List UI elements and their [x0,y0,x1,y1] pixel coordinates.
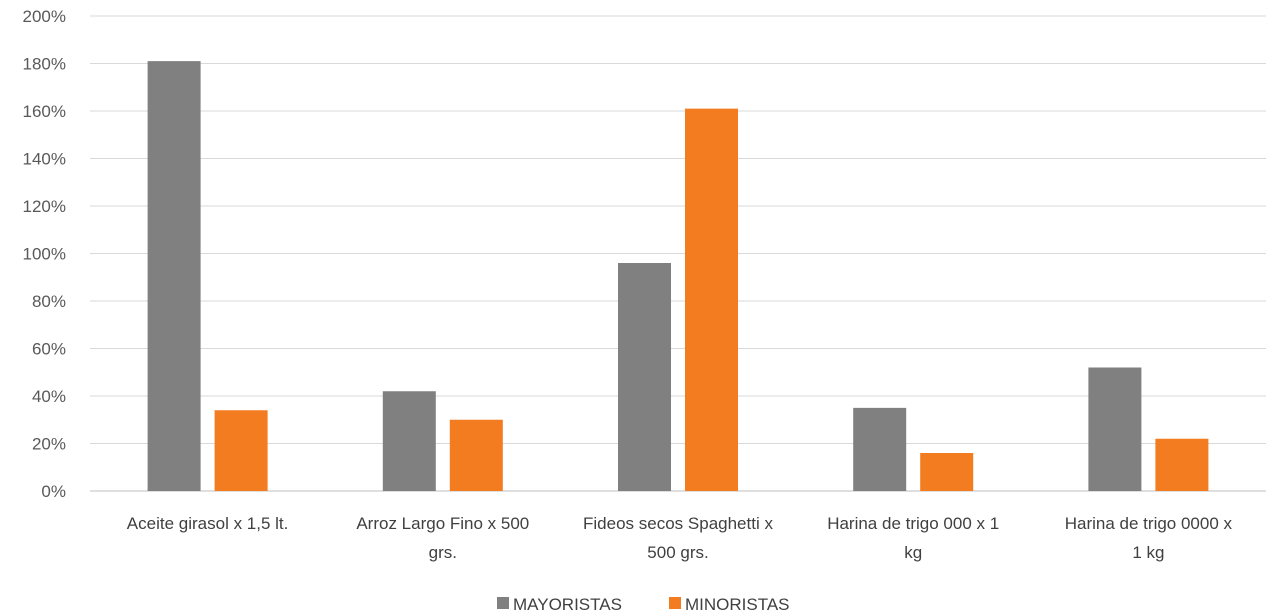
bar-minoristas [214,410,268,491]
bar-mayoristas [853,407,907,491]
bar-minoristas [1155,438,1209,491]
x-axis-labels: Aceite girasol x 1,5 lt. Arroz Largo Fino… [127,514,1233,562]
x-category-label: Aceite girasol x 1,5 lt. [127,514,289,533]
y-tick-label: 100% [23,245,66,264]
legend-label: MAYORISTAS [513,595,622,614]
y-tick-label: 60% [32,340,66,359]
y-tick-label: 120% [23,197,66,216]
x-category-label: 500 grs. [647,543,708,562]
legend: MAYORISTAS MINORISTAS [497,595,790,614]
y-tick-label: 180% [23,55,66,74]
y-tick-label: 20% [32,435,66,454]
legend-label: MINORISTAS [685,595,790,614]
x-category-label: Fideos secos Spaghetti x [583,514,773,533]
y-tick-label: 200% [23,7,66,26]
bars [147,61,1209,491]
bar-minoristas [920,453,974,491]
y-tick-label: 0% [41,482,66,501]
x-category-label: 1 kg [1132,543,1164,562]
bar-mayoristas [147,61,201,491]
y-tick-label: 160% [23,102,66,121]
y-tick-label: 80% [32,292,66,311]
bar-mayoristas [618,263,671,491]
legend-swatch [497,597,509,609]
y-axis-ticks: 0% 20% 40% 60% 80% 100% 120% 140% 160% 180% 200% [23,7,66,501]
y-tick-label: 40% [32,387,66,406]
x-category-label: Harina de trigo 000 x 1 [827,514,999,533]
legend-swatch [669,597,681,609]
x-category-label: grs. [429,543,457,562]
y-tick-label: 140% [23,150,66,169]
bar-mayoristas [382,391,436,491]
x-category-label: Arroz Largo Fino x 500 [356,514,529,533]
bar-minoristas [685,108,738,491]
gridlines [90,15,1266,492]
bar-minoristas [449,419,503,491]
bar-mayoristas [1088,367,1142,491]
x-category-label: kg [904,543,922,562]
x-category-label: Harina de trigo 0000 x [1065,514,1233,533]
